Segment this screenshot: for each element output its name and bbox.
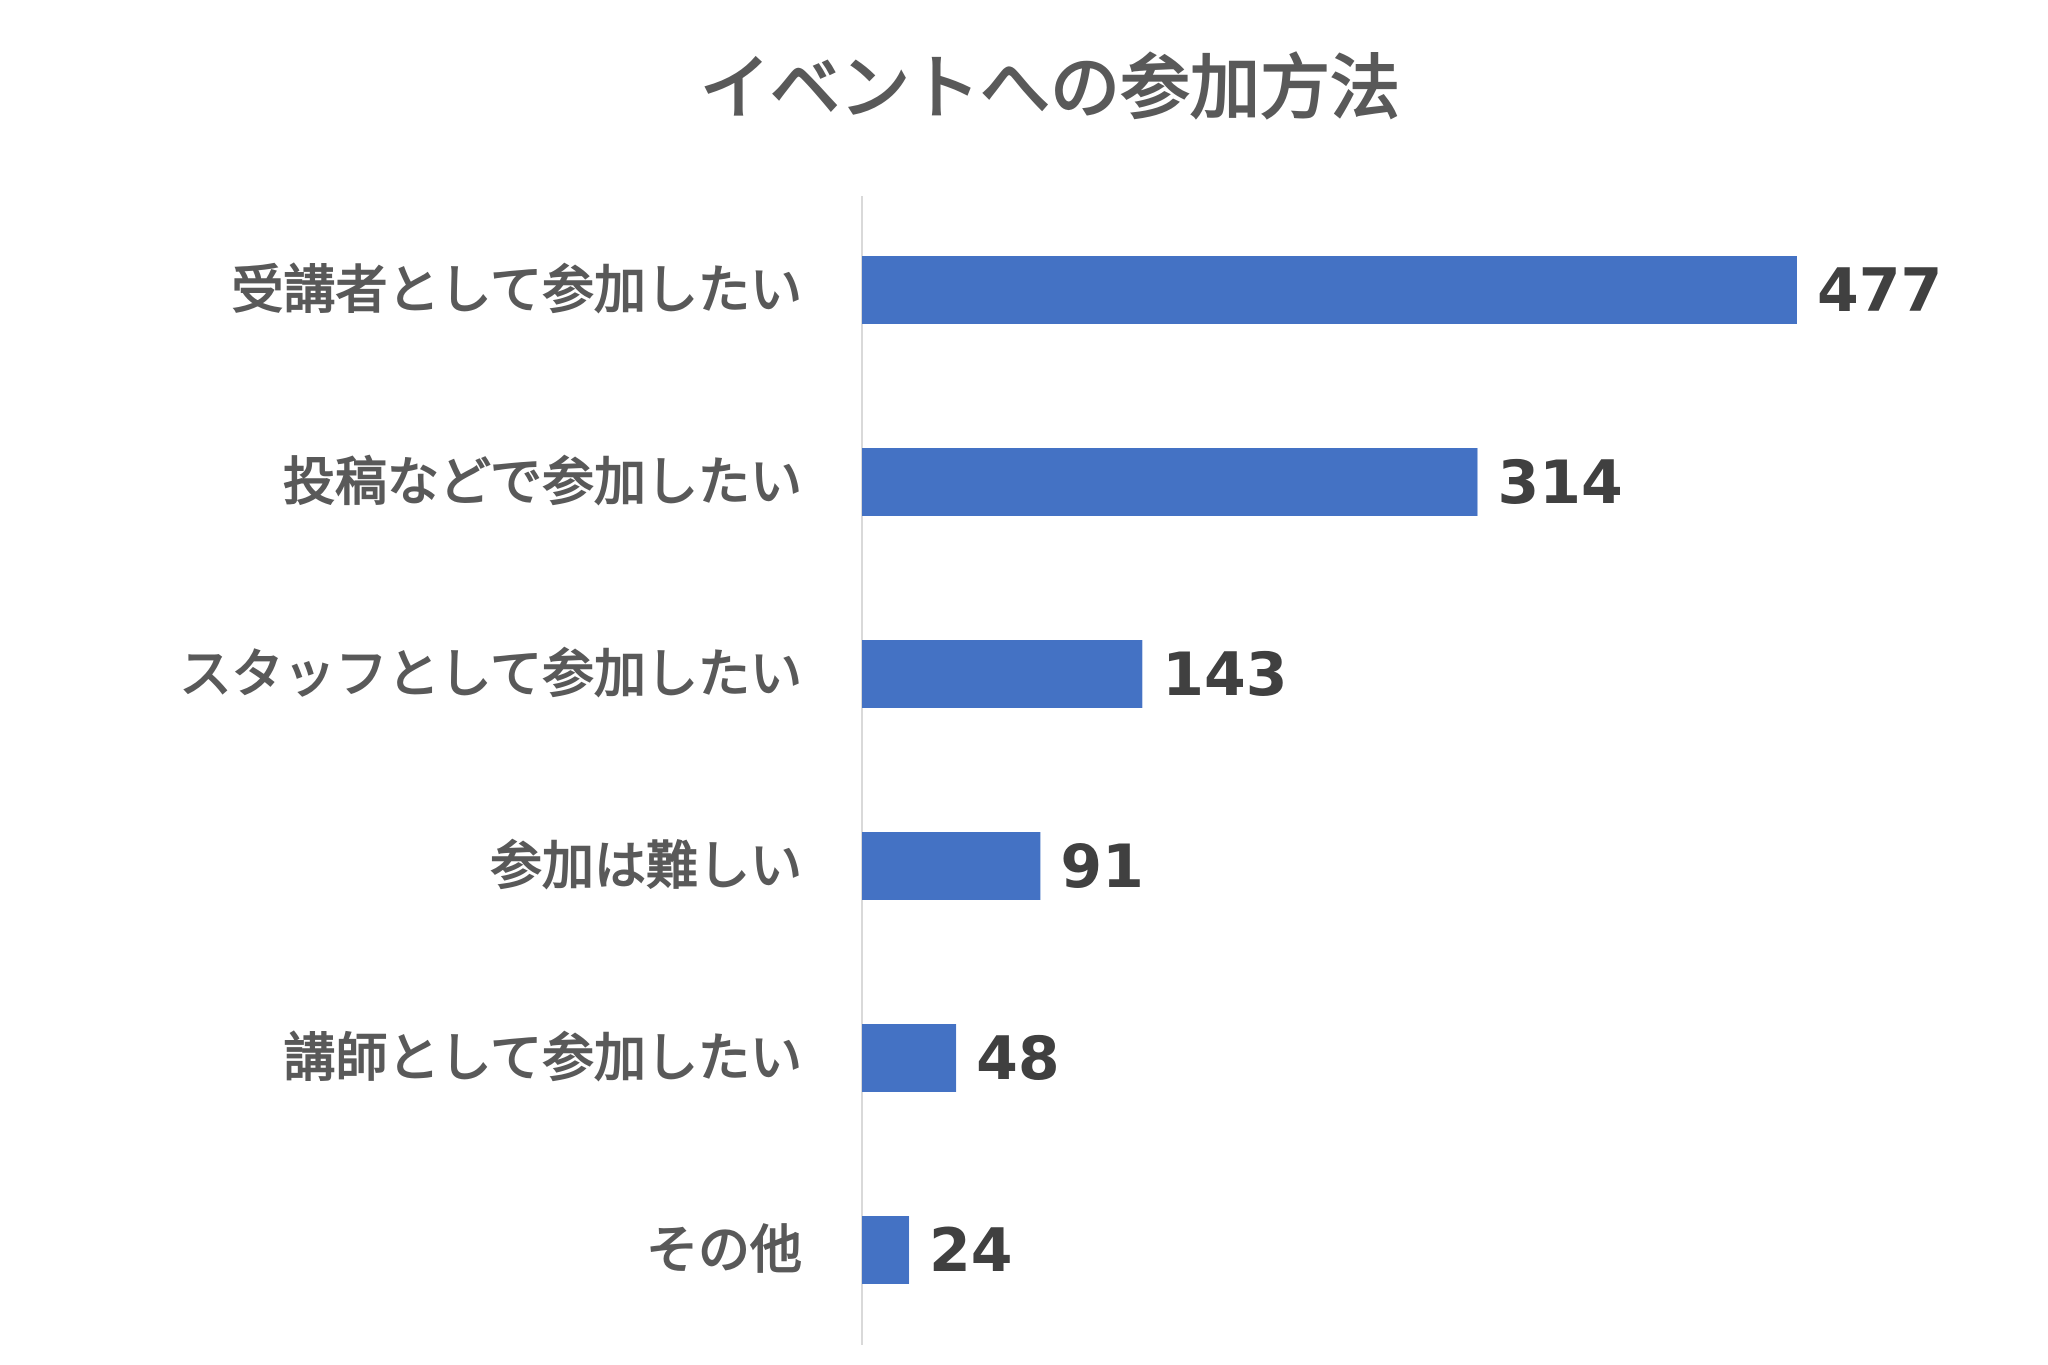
chart-title: イベントへの参加方法 xyxy=(700,47,1400,129)
data-label: 314 xyxy=(1497,448,1622,518)
category-label: その他 xyxy=(646,1221,802,1281)
bars-group xyxy=(862,256,1797,1284)
bar xyxy=(862,448,1478,516)
category-label: 投稿などで参加したい xyxy=(283,453,802,513)
bar xyxy=(862,1024,957,1092)
category-label: 受講者として参加したい xyxy=(232,261,802,321)
category-label: スタッフとして参加したい xyxy=(180,645,802,705)
data-label: 24 xyxy=(929,1216,1013,1286)
data-label: 477 xyxy=(1817,256,1942,326)
category-label: 参加は難しい xyxy=(490,837,802,897)
data-label: 143 xyxy=(1162,640,1287,710)
bar xyxy=(862,832,1041,900)
data-label: 91 xyxy=(1060,832,1144,902)
bar xyxy=(862,256,1797,324)
data-label: 48 xyxy=(976,1024,1060,1094)
category-labels-group: 受講者として参加したい投稿などで参加したいスタッフとして参加したい参加は難しい講… xyxy=(180,261,802,1281)
category-label: 講師として参加したい xyxy=(284,1029,802,1089)
bar xyxy=(862,640,1143,708)
bar xyxy=(862,1216,910,1284)
value-labels-group: 477 314 143 91 48 24 xyxy=(929,256,1942,1286)
